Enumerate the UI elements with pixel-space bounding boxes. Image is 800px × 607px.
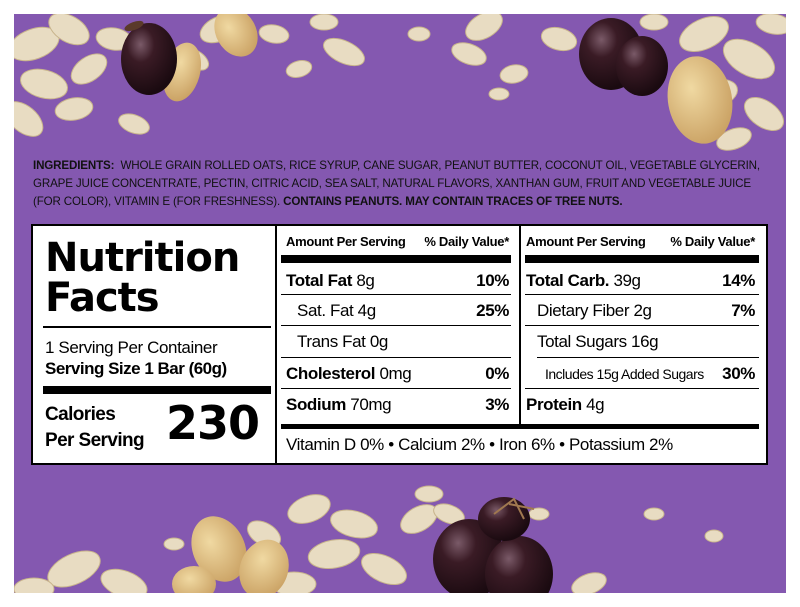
grape-bottom-2 [485,536,553,593]
total-carb-dv: 14% [722,271,755,290]
sodium-dv: 3% [485,395,509,414]
column-divider-left [275,226,277,463]
divider [281,357,511,358]
calories-label: Calories [45,404,116,425]
header-daily-value-right: % Daily Value* [670,234,755,249]
divider [525,388,759,389]
oat-flakes-top-left [14,14,365,137]
nutrient-amount: 2g [633,301,652,320]
total-carb-row: Total Carb. 39g [526,271,641,291]
grape-bottom-3 [478,497,530,541]
cholesterol-dv: 0% [485,364,509,383]
divider [43,326,271,328]
nutrient-name: Sodium [286,395,346,414]
cholesterol-row: Cholesterol 0mg [286,364,412,384]
ingredients-label: INGREDIENTS: [33,159,115,172]
added-sugars-row: Includes 15g Added Sugars [545,366,704,382]
nutrient-name: Total Sugars [537,332,627,351]
nutrient-name: Sat. Fat [297,301,354,320]
peanut-top-right [667,56,733,144]
serving-size: Serving Size 1 Bar (60g) [45,359,227,378]
divider [281,325,511,326]
trans-fat-row: Trans Fat 0g [297,332,388,352]
divider [525,325,759,326]
calories-per-serving-label: Per Serving [45,430,145,451]
nutrient-name: Total Fat [286,271,352,290]
nutrient-name: Cholesterol [286,364,376,383]
nutrient-amount: 4g [357,301,377,320]
nutrient-amount: 8g [356,271,375,290]
total-sugars-row: Total Sugars 16g [537,332,659,352]
nutrient-amount: 70mg [350,395,392,414]
divider [525,294,759,295]
divider [281,294,511,295]
oat-flakes-bottom [14,485,724,593]
nutrient-amount: 4g [586,395,605,414]
header-amount-per-serving: Amount Per Serving [286,234,406,249]
nutrient-amount: 39g [613,271,641,290]
peanut-bottom-2 [239,539,289,593]
peanut-bottom-1 [191,516,247,582]
allergen-statement: CONTAINS PEANUTS. MAY CONTAIN TRACES OF … [283,195,623,208]
nutrient-name: Protein [526,395,582,414]
thick-divider [281,424,759,429]
header-amount-per-serving-right: Amount Per Serving [526,234,646,249]
thick-divider [525,255,759,263]
servings-per-container: 1 Serving Per Container [45,338,218,357]
protein-row: Protein 4g [526,395,605,415]
nutrition-facts-title-line1: Nutrition [45,235,240,281]
grape-top-right-2 [616,36,668,96]
column-divider-middle [519,226,521,426]
nutrient-amount: 16g [631,332,659,351]
divider [281,388,511,389]
dietary-fiber-dv: 7% [731,301,755,320]
nutrition-facts-title-line2: Facts [45,275,160,321]
total-fat-row: Total Fat 8g [286,271,375,291]
ingredients-statement: INGREDIENTS: WHOLE GRAIN ROLLED OATS, RI… [33,157,773,211]
nutrient-name: Trans Fat [297,332,366,351]
divider [537,357,759,358]
peanut-top [214,14,258,57]
header-daily-value: % Daily Value* [424,234,509,249]
grape-top-left [121,23,177,95]
nutrient-amount: 0g [369,332,389,351]
nutrient-name: Dietary Fiber [537,301,630,320]
ingredients-text: WHOLE GRAIN ROLLED OATS, RICE SYRUP, CAN… [33,159,760,208]
thick-divider [281,255,511,263]
dietary-fiber-row: Dietary Fiber 2g [537,301,652,321]
sat-fat-dv: 25% [476,301,509,320]
micronutrients-row: Vitamin D 0% • Calcium 2% • Iron 6% • Po… [286,435,673,454]
sat-fat-row: Sat. Fat 4g [297,301,376,321]
oats-grapes-peanuts-illustration [14,14,786,593]
nutrient-name: Total Carb. [526,271,610,290]
nutrition-facts-label: Nutrition Facts 1 Serving Per Container … [31,224,768,465]
sodium-row: Sodium 70mg [286,395,392,415]
thick-divider [43,386,271,394]
nutrient-amount: 0mg [379,364,412,383]
total-fat-dv: 10% [476,271,509,290]
peanut-bottom-3 [172,566,216,593]
added-sugars-dv: 30% [722,364,755,383]
calories-value: 230 [166,396,260,450]
